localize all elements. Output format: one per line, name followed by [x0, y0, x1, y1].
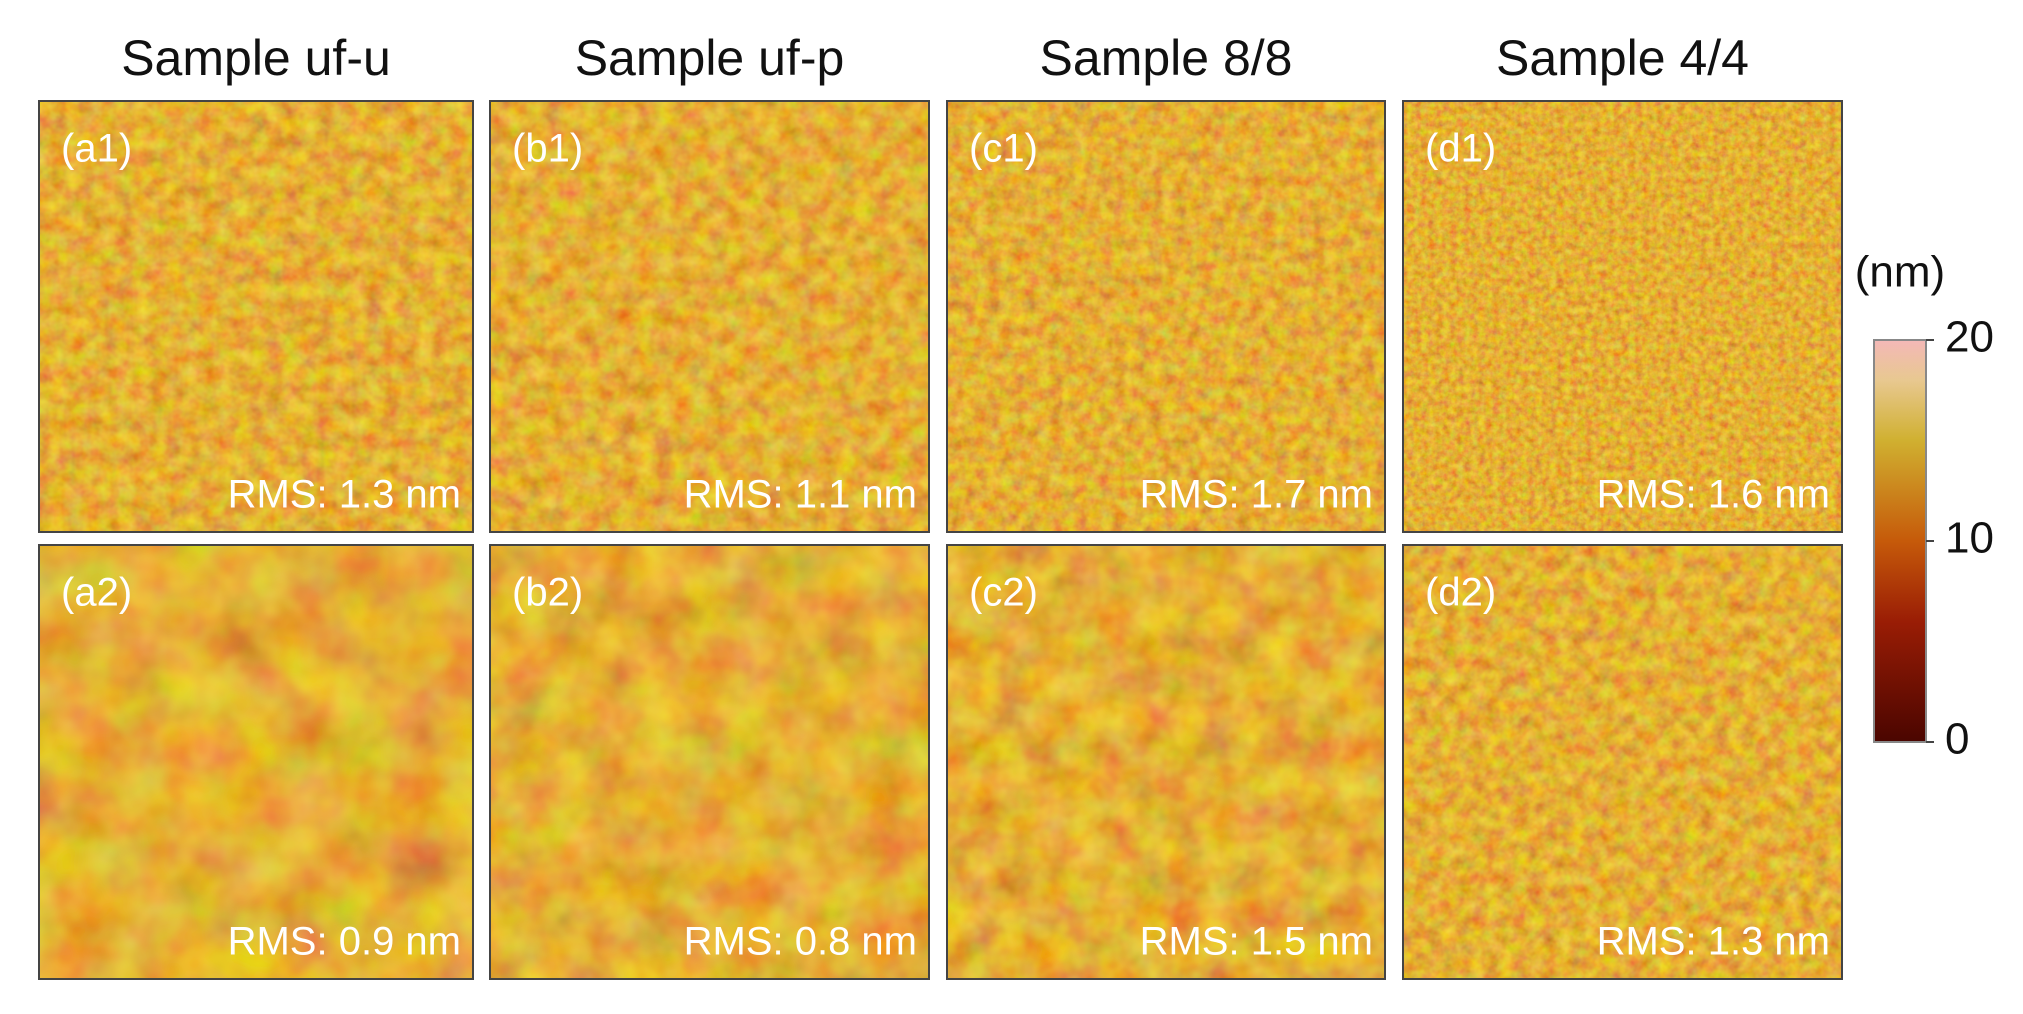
afm-image [490, 545, 929, 979]
afm-image [947, 101, 1385, 532]
panel-label: (a2) [61, 571, 132, 615]
colorbar-tick-label: 0 [1945, 715, 1969, 764]
rms-label: RMS: 1.7 nm [1140, 473, 1373, 517]
image-border [38, 544, 474, 980]
rms-label: RMS: 1.6 nm [1597, 473, 1830, 517]
afm-image [39, 101, 473, 532]
rms-label: RMS: 0.8 nm [684, 920, 917, 964]
colorbar-tick-label: 10 [1945, 514, 1994, 563]
image-border [946, 100, 1386, 533]
rms-label: RMS: 0.9 nm [228, 920, 461, 964]
panel-label: (c2) [969, 571, 1038, 615]
image-border [38, 100, 474, 533]
panel-label: (b1) [512, 127, 583, 171]
panel-label: (c1) [969, 127, 1038, 171]
panel-label: (d2) [1425, 571, 1496, 615]
colorbar-unit: (nm) [1855, 248, 1945, 297]
panel-label: (a1) [61, 127, 132, 171]
afm-image [947, 545, 1385, 979]
panel-label: (b2) [512, 571, 583, 615]
column-title: Sample 8/8 [1040, 30, 1293, 86]
image-border [1402, 544, 1843, 980]
rms-label: RMS: 1.3 nm [1597, 920, 1830, 964]
image-border [946, 544, 1386, 980]
afm-image [1403, 101, 1842, 532]
column-title: Sample uf-p [575, 30, 845, 86]
column-title: Sample uf-u [121, 30, 391, 86]
colorbar-tick-label: 20 [1945, 313, 1994, 362]
column-title: Sample 4/4 [1496, 30, 1749, 86]
afm-image [39, 545, 473, 979]
colorbar [1873, 339, 1927, 743]
rms-label: RMS: 1.5 nm [1140, 920, 1373, 964]
rms-label: RMS: 1.1 nm [684, 473, 917, 517]
image-border [489, 544, 930, 980]
panel-label: (d1) [1425, 127, 1496, 171]
afm-image [1403, 545, 1842, 979]
afm-image [490, 101, 929, 532]
rms-label: RMS: 1.3 nm [228, 473, 461, 517]
image-border [1402, 100, 1843, 533]
image-border [489, 100, 930, 533]
